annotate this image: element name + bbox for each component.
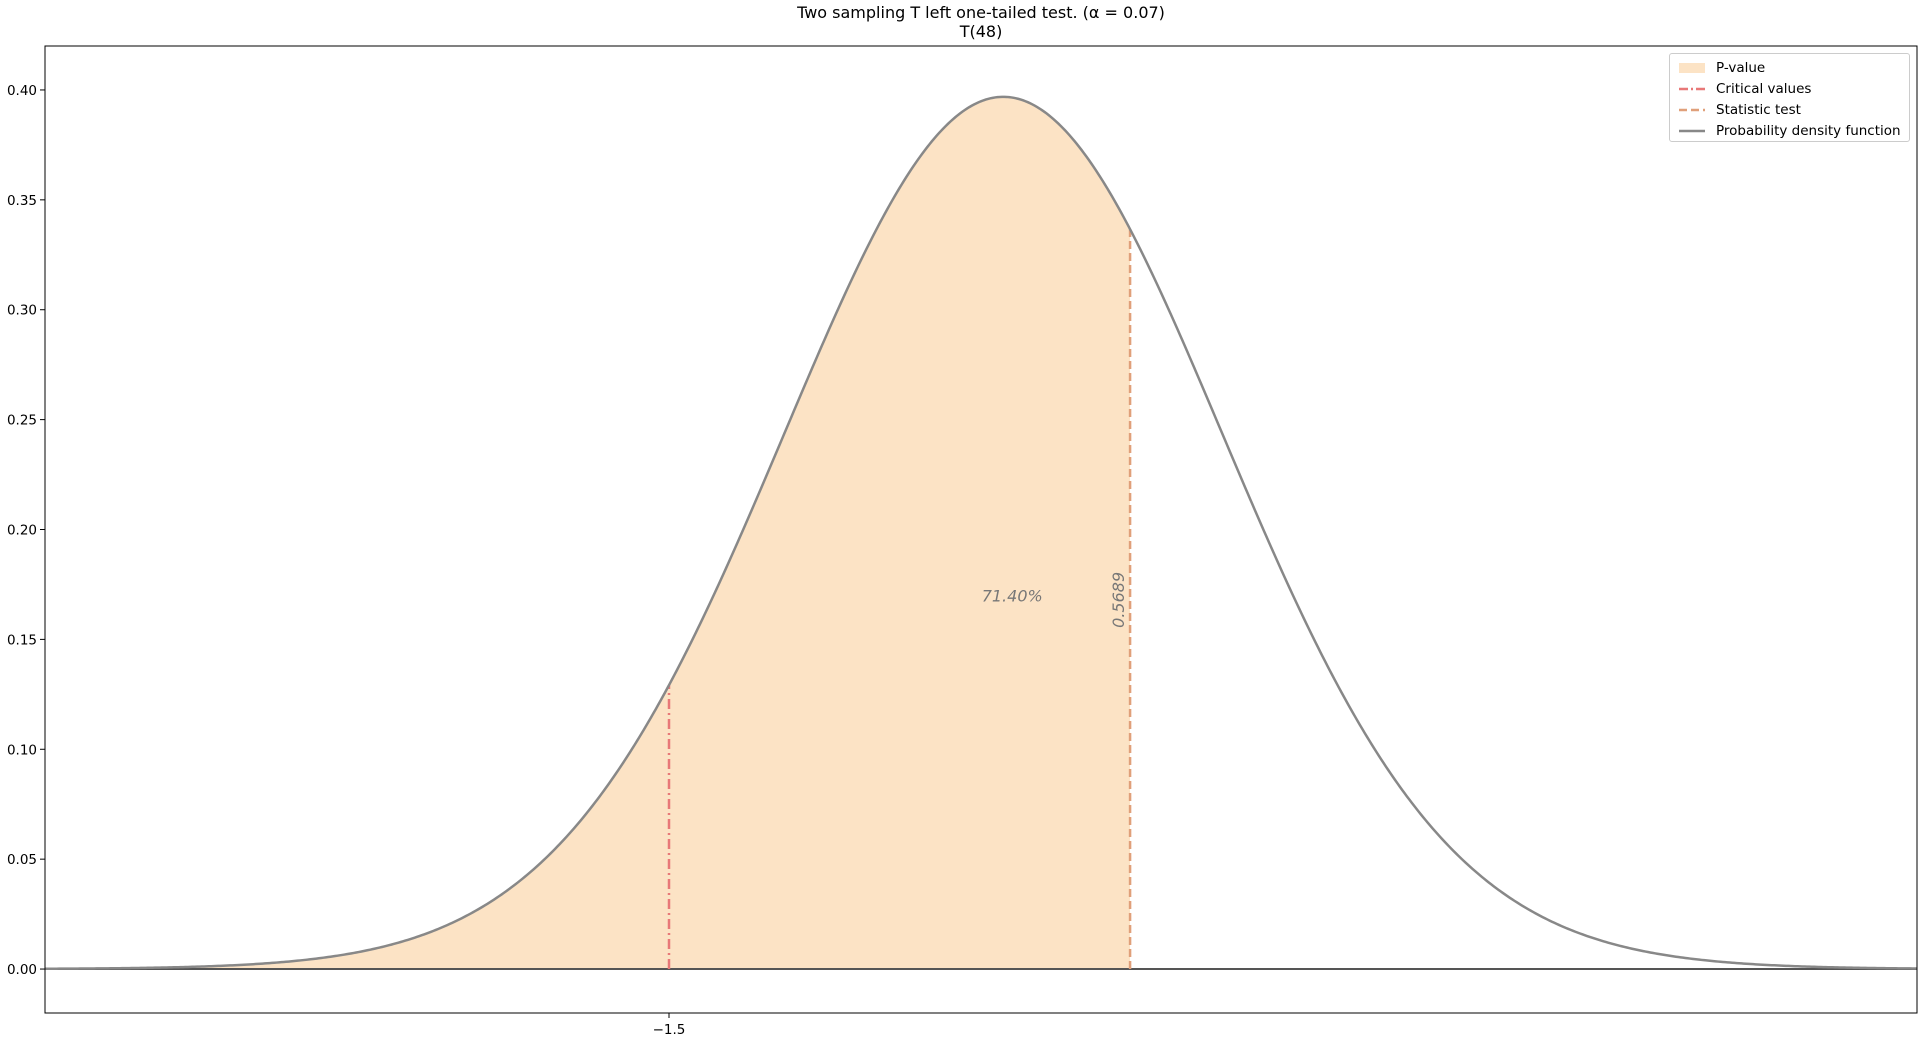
- x-axis: −1.5: [653, 1013, 686, 1038]
- p-value-area: [45, 96, 1131, 970]
- legend-label-statistic-test: Statistic test: [1716, 102, 1801, 118]
- chart-title: Two sampling T left one-tailed test. (α …: [797, 3, 1165, 22]
- plot-area: [44, 95, 1918, 971]
- y-axis: 0.00 0.05 0.10 0.15 0.20 0.25 0.30 0.35 0.40: [7, 83, 45, 978]
- y-tick-label: 0.10: [7, 742, 37, 758]
- chart-subtitle: T(48): [959, 22, 1003, 41]
- legend-item-p-value: P-value: [1678, 58, 1765, 78]
- y-tick-label: 0.35: [7, 193, 37, 209]
- statistic-value-label: 0.5689: [1109, 572, 1128, 628]
- pdf-curve: [44, 95, 1918, 970]
- legend-label-critical-values: Critical values: [1716, 81, 1812, 97]
- p-value-label: 71.40%: [982, 586, 1043, 605]
- y-tick-label: 0.05: [7, 852, 37, 868]
- y-tick-label: 0.30: [7, 303, 37, 319]
- legend-label-p-value: P-value: [1716, 60, 1766, 76]
- y-tick-label: 0.25: [7, 413, 37, 429]
- y-tick-label: 0.00: [7, 962, 37, 978]
- legend-item-critical-values: Critical values: [1678, 79, 1811, 99]
- legend-item-pdf: Probability density function: [1678, 121, 1901, 141]
- y-tick-label: 0.15: [7, 632, 37, 648]
- legend: P-value Critical values Statistic test P…: [1669, 53, 1910, 142]
- y-tick-label: 0.40: [7, 83, 37, 99]
- x-tick-label: −1.5: [653, 1022, 686, 1038]
- y-tick-label: 0.20: [7, 523, 37, 539]
- legend-item-statistic-test: Statistic test: [1678, 100, 1801, 120]
- legend-swatch-p-value: [1679, 63, 1705, 73]
- legend-label-pdf: Probability density function: [1716, 123, 1901, 139]
